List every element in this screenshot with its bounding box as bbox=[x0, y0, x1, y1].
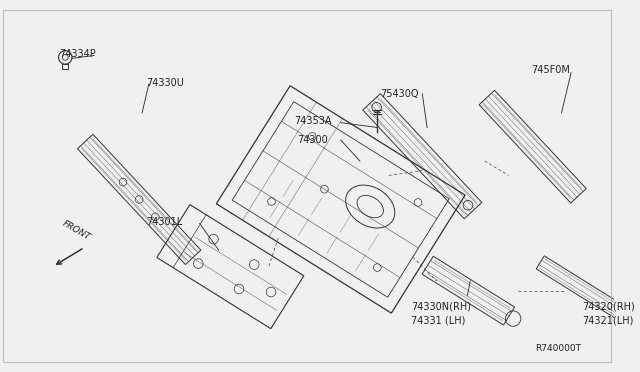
Text: FRONT: FRONT bbox=[61, 218, 92, 242]
Text: 74300: 74300 bbox=[298, 135, 328, 145]
Text: 74331 (LH): 74331 (LH) bbox=[411, 315, 465, 326]
Text: 74320(RH): 74320(RH) bbox=[582, 302, 636, 312]
Text: 74330N(RH): 74330N(RH) bbox=[411, 302, 471, 312]
Text: 74334P: 74334P bbox=[60, 49, 96, 58]
Text: 75430Q: 75430Q bbox=[380, 89, 419, 99]
Text: 74353A: 74353A bbox=[294, 116, 331, 126]
Text: R740000T: R740000T bbox=[536, 344, 582, 353]
Text: 74301L: 74301L bbox=[146, 218, 182, 227]
Text: 745F0M: 745F0M bbox=[531, 65, 570, 75]
Text: 74330U: 74330U bbox=[146, 78, 184, 88]
Text: 74321(LH): 74321(LH) bbox=[582, 315, 634, 326]
